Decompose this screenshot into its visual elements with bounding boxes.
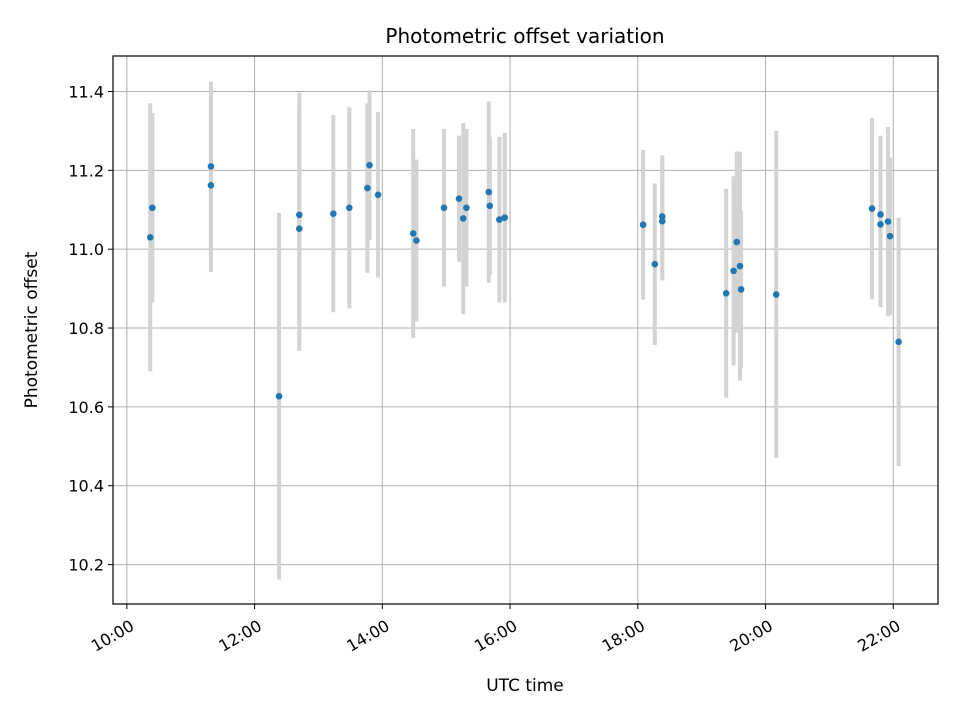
- data-point: [772, 291, 780, 298]
- data-point: [658, 213, 666, 220]
- data-point: [868, 205, 876, 212]
- data-point: [409, 230, 417, 237]
- chart-title: Photometric offset variation: [385, 24, 664, 48]
- data-point: [366, 161, 373, 169]
- data-point: [651, 260, 659, 268]
- data-point: [485, 188, 493, 196]
- y-tick-label: 11.2: [68, 161, 104, 180]
- data-point: [501, 214, 509, 221]
- data-point: [886, 232, 894, 240]
- data-point: [463, 204, 470, 212]
- y-tick-label: 11.4: [68, 82, 104, 101]
- y-tick-label: 11.0: [68, 240, 104, 259]
- data-point: [440, 204, 448, 212]
- y-tick-label: 10.6: [68, 398, 104, 417]
- y-axis-label: Photometric offset: [22, 251, 42, 408]
- data-point: [486, 202, 494, 210]
- data-point: [374, 191, 382, 199]
- plot-area-frame: [112, 55, 939, 605]
- data-point: [736, 262, 744, 270]
- data-point: [459, 215, 467, 222]
- data-point: [295, 211, 303, 219]
- data-point: [884, 218, 892, 225]
- data-point: [364, 184, 371, 192]
- data-point: [346, 204, 353, 212]
- data-point: [149, 204, 156, 212]
- data-point: [733, 238, 741, 246]
- x-axis-label: UTC time: [486, 676, 564, 696]
- data-point: [330, 210, 337, 217]
- data-point: [146, 234, 154, 241]
- data-point: [877, 221, 884, 228]
- data-point: [496, 216, 503, 223]
- data-point: [730, 267, 737, 275]
- y-tick-label: 10.8: [68, 319, 104, 338]
- data-point: [455, 195, 463, 203]
- grid-lines: [113, 56, 938, 604]
- data-point: [639, 221, 647, 229]
- data-point: [658, 217, 666, 225]
- data-point: [737, 286, 745, 293]
- data-point: [295, 225, 303, 232]
- data-point: [722, 290, 730, 297]
- data-points: [146, 161, 902, 400]
- data-point: [207, 182, 215, 189]
- data-point: [275, 392, 283, 400]
- data-point: [877, 211, 884, 218]
- y-tick-label: 10.4: [68, 477, 104, 496]
- data-point: [413, 237, 420, 244]
- data-point: [207, 163, 215, 170]
- y-tick-label: 10.2: [68, 556, 104, 575]
- data-point: [895, 338, 902, 346]
